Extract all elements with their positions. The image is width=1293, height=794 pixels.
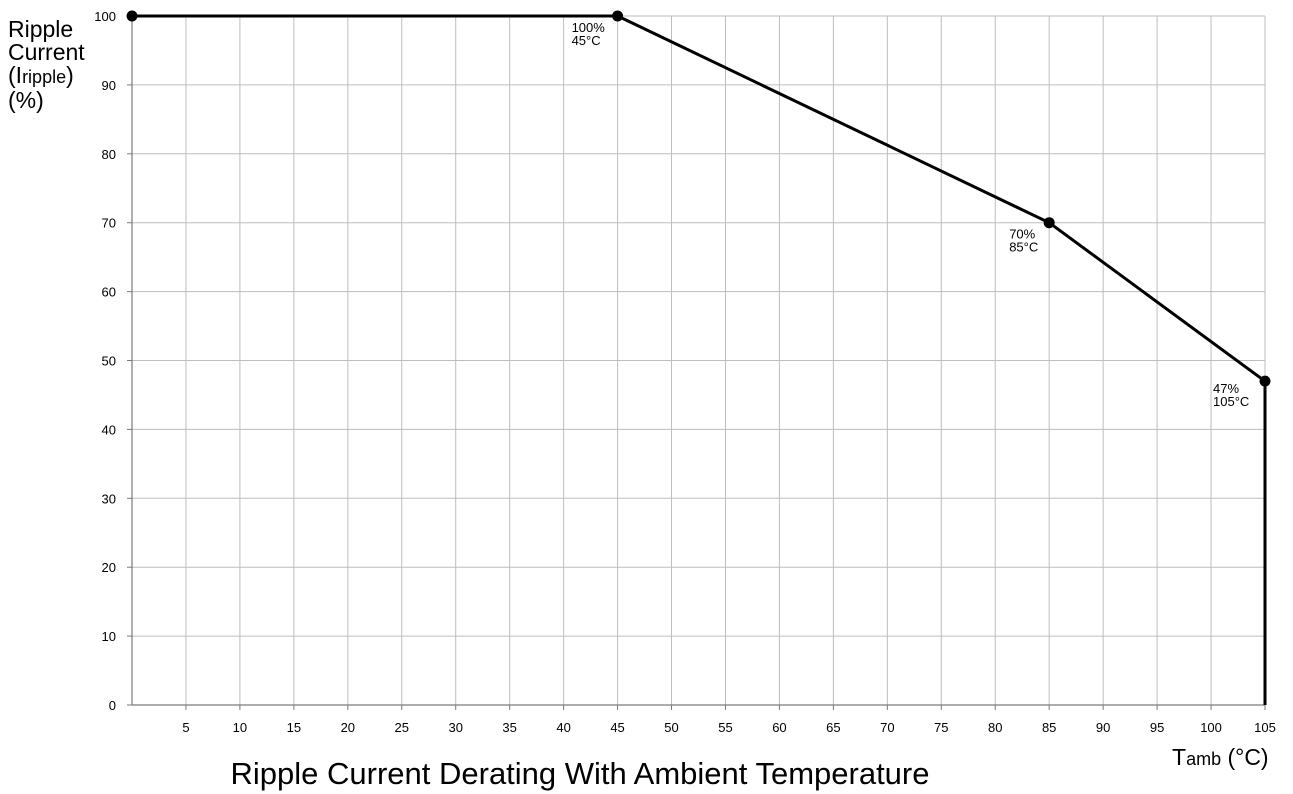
y-tick-label: 20 [102, 560, 116, 575]
x-tick-label: 70 [880, 720, 894, 735]
x-axis-label-unit: (°C) [1221, 744, 1269, 770]
x-tick-label: 80 [988, 720, 1002, 735]
x-tick-label: 100 [1200, 720, 1222, 735]
x-axis-label: Tamb (°C) [1172, 744, 1269, 771]
y-axis-label-sub: ripple [22, 67, 67, 87]
chart-title: Ripple Current Derating With Ambient Tem… [230, 756, 930, 791]
data-point [126, 10, 138, 22]
y-tick-label: 100 [94, 9, 116, 24]
x-tick-label: 40 [556, 720, 570, 735]
x-axis-label-main: T [1172, 744, 1187, 770]
annotations: 100%45°C 70%85°C 47%105°C [572, 20, 1250, 409]
x-tick-label: 15 [287, 720, 301, 735]
x-tick-label: 75 [934, 720, 948, 735]
annotation-temp: 85°C [1009, 240, 1038, 255]
y-tick-label: 10 [102, 629, 116, 644]
y-tick-label: 60 [102, 285, 116, 300]
y-tick-label: 40 [102, 422, 116, 437]
x-tick-label: 90 [1096, 720, 1110, 735]
x-tick-label: 45 [610, 720, 624, 735]
annotation-temp: 45°C [572, 33, 601, 48]
markers [126, 10, 1271, 387]
y-axis-label-close: ) [66, 62, 74, 88]
x-tick-label: 85 [1042, 720, 1056, 735]
x-tick-label: 105 [1254, 720, 1276, 735]
data-point [1259, 375, 1271, 387]
x-axis-label-sub: amb [1186, 749, 1222, 769]
y-axis-label: Ripple Current (Iripple) (%) [8, 18, 85, 112]
y-tick-label: 0 [109, 698, 116, 713]
y-tick-label: 90 [102, 78, 116, 93]
data-point [1043, 217, 1055, 229]
x-tick-label: 5 [182, 720, 189, 735]
y-axis-label-line1: Ripple [8, 16, 74, 42]
annotation-value: 100% [572, 20, 606, 35]
x-tick-label: 25 [395, 720, 409, 735]
grid [132, 15, 1266, 706]
x-tick-label: 95 [1150, 720, 1164, 735]
x-tick-label: 50 [664, 720, 678, 735]
y-axis-label-line3: (Iripple) [8, 64, 85, 89]
x-tick-label: 60 [772, 720, 786, 735]
x-tick-label: 55 [718, 720, 732, 735]
x-tick-label: 30 [448, 720, 462, 735]
axes [127, 15, 1266, 710]
annotation-value: 47% [1213, 381, 1239, 396]
y-tick-label: 50 [102, 354, 116, 369]
y-tick-label: 80 [102, 147, 116, 162]
y-tick-labels: 0 10 20 30 40 50 60 70 80 90 100 [94, 9, 116, 713]
x-tick-label: 10 [233, 720, 247, 735]
x-tick-labels: 5 10 15 20 25 30 35 40 45 50 55 60 65 70 75 80 85 90 95 100… [182, 720, 1276, 735]
x-tick-label: 20 [341, 720, 355, 735]
y-axis-label-open: (I [8, 62, 23, 88]
y-tick-label: 70 [102, 216, 116, 231]
x-tick-label: 65 [826, 720, 840, 735]
y-tick-label: 30 [102, 491, 116, 506]
annotation-temp: 105°C [1213, 394, 1249, 409]
y-axis-label-line2: Current [8, 39, 85, 65]
data-point [612, 10, 624, 22]
x-tick-label: 35 [502, 720, 516, 735]
annotation-value: 70% [1009, 227, 1035, 242]
y-axis-label-line4: (%) [8, 87, 44, 113]
